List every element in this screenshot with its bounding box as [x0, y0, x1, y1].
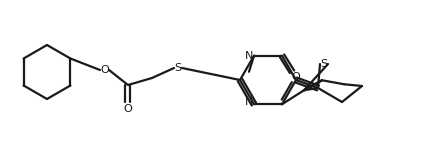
- Text: N: N: [244, 97, 253, 107]
- Text: S: S: [174, 63, 181, 73]
- Text: N: N: [244, 51, 253, 61]
- Text: S: S: [320, 59, 327, 69]
- Text: O: O: [291, 72, 300, 82]
- Text: O: O: [124, 104, 132, 114]
- Text: O: O: [100, 65, 109, 75]
